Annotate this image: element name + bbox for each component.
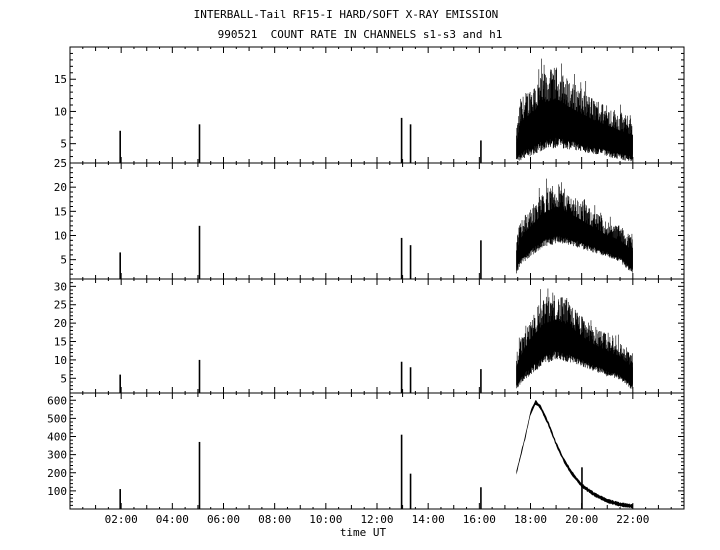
series-core-s1 [516,98,633,156]
x-tick-label: 12:00 [360,513,393,526]
x-tick-label: 14:00 [412,513,445,526]
y-tick-label-s1: 15 [54,73,67,86]
spike-s1 [400,117,403,163]
y-tick-label-s2: 20 [54,181,67,194]
series-core-s2 [516,206,633,268]
x-tick-label: 22:00 [616,513,649,526]
spike-s1 [198,124,201,163]
y-tick-label-s2: 5 [60,254,67,267]
chart-title: INTERBALL-Tail RF15-I HARD/SOFT X-RAY EM… [193,8,499,21]
series-curve-h1 [516,400,633,509]
spike-s3 [400,361,403,393]
x-tick-label: 10:00 [309,513,342,526]
x-tick-label: 16:00 [463,513,496,526]
x-tick-label: 02:00 [105,513,138,526]
spike-s2 [480,240,482,279]
y-tick-label-s3: 10 [54,354,67,367]
y-tick-label-s3: 30 [54,280,67,293]
spike-s1 [119,130,121,163]
chart-subtitle: 990521 COUNT RATE IN CHANNELS s1-s3 and … [217,28,503,41]
x-tick-label: 20:00 [565,513,598,526]
y-tick-label-h1: 600 [47,394,67,407]
y-tick-label-h1: 400 [47,431,67,444]
x-tick-label: 08:00 [258,513,291,526]
spike-h1 [581,467,583,509]
spike-s1 [409,124,412,163]
y-tick-label-h1: 300 [47,449,67,462]
y-tick-label-s3: 15 [54,336,67,349]
y-tick-label-s1: 10 [54,105,67,118]
y-tick-label-s2: 25 [54,157,67,170]
spike-h1 [480,487,482,509]
y-tick-label-s2: 10 [54,230,67,243]
x-axis-label: time UT [340,526,387,539]
spike-s2 [400,237,403,279]
y-tick-label-s3: 20 [54,317,67,330]
spike-s2 [198,225,201,279]
spike-s3 [409,367,412,393]
spike-h1 [198,441,201,509]
y-tick-label-h1: 100 [47,485,67,498]
spike-s3 [198,359,201,393]
spike-s3 [480,369,482,393]
x-tick-label: 18:00 [514,513,547,526]
x-tick-label: 06:00 [207,513,240,526]
y-tick-label-s3: 25 [54,299,67,312]
spike-s2 [409,245,412,279]
y-tick-label-s1: 5 [60,138,67,151]
spike-h1 [400,434,403,509]
series-core-s3 [516,319,633,384]
spike-h1 [119,489,121,509]
spike-s2 [119,252,121,279]
y-tick-label-s3: 5 [60,372,67,385]
spike-h1 [409,473,412,509]
spike-s1 [480,140,482,163]
y-tick-label-s2: 15 [54,205,67,218]
x-tick-label: 04:00 [156,513,189,526]
y-tick-label-h1: 500 [47,412,67,425]
y-tick-label-h1: 200 [47,467,67,480]
spike-s3 [119,374,121,393]
